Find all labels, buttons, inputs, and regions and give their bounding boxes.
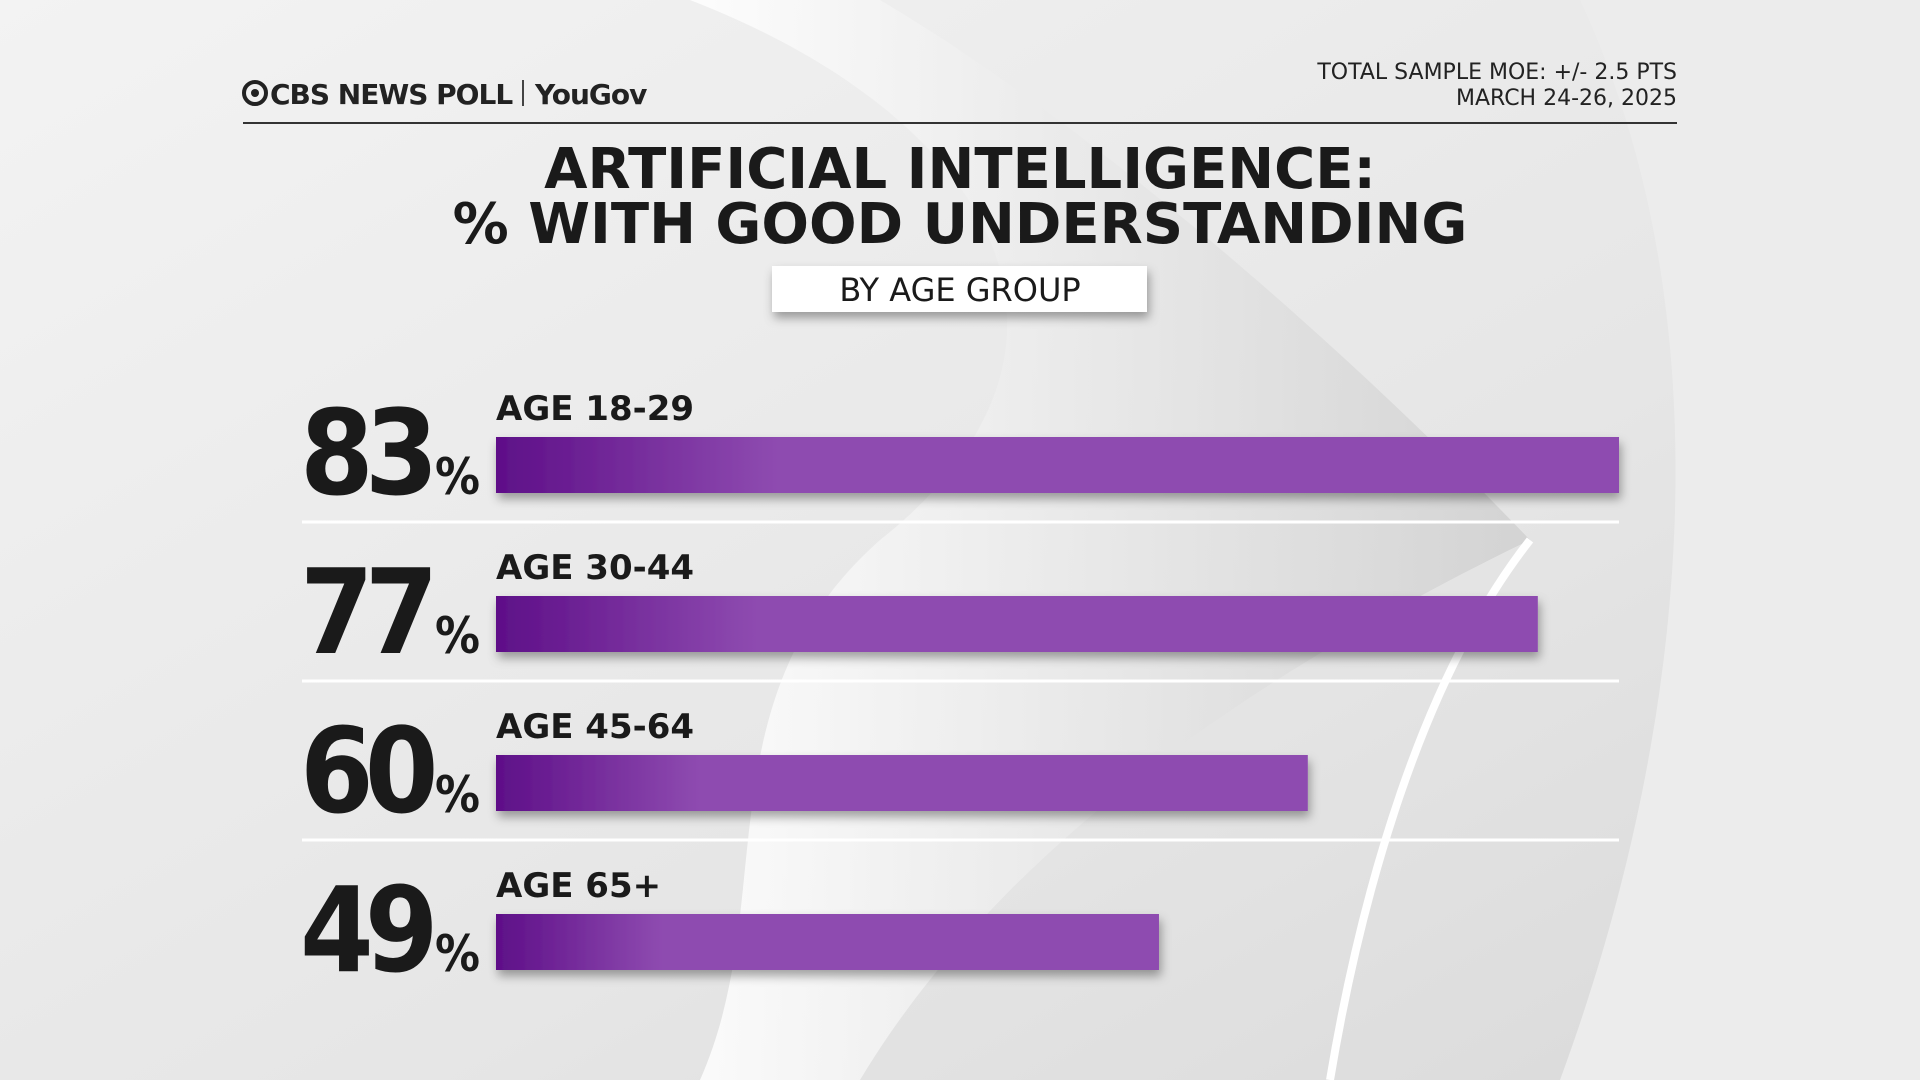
category-label: AGE 65+ (496, 866, 661, 906)
logo-eye (251, 89, 259, 97)
bar (496, 755, 1308, 811)
moe: TOTAL SAMPLE MOE: +/- 2.5 PTS (1316, 60, 1677, 85)
value-label: 77% (300, 543, 480, 681)
value-label: 60% (300, 702, 480, 840)
swoosh (1560, 0, 1920, 1080)
brand: CBS NEWS POLL (270, 78, 513, 111)
category-label: AGE 18-29 (496, 389, 694, 429)
value-label: 83% (300, 384, 480, 522)
chart-title: % WITH GOOD UNDERSTANDING (453, 192, 1468, 257)
dates: MARCH 24-26, 2025 (1456, 86, 1677, 111)
bar (496, 914, 1159, 970)
logo-eye (242, 80, 268, 106)
subtitle: BY AGE GROUP (839, 271, 1080, 309)
category-label: AGE 30-44 (496, 548, 694, 588)
partner: YouGov (534, 78, 647, 111)
category-label: AGE 45-64 (496, 707, 694, 747)
bar (496, 437, 1619, 493)
chart-title: ARTIFICIAL INTELLIGENCE: (544, 137, 1376, 202)
subtitle-box (772, 266, 1147, 312)
bar (496, 596, 1538, 652)
value-label: 49% (300, 861, 480, 999)
